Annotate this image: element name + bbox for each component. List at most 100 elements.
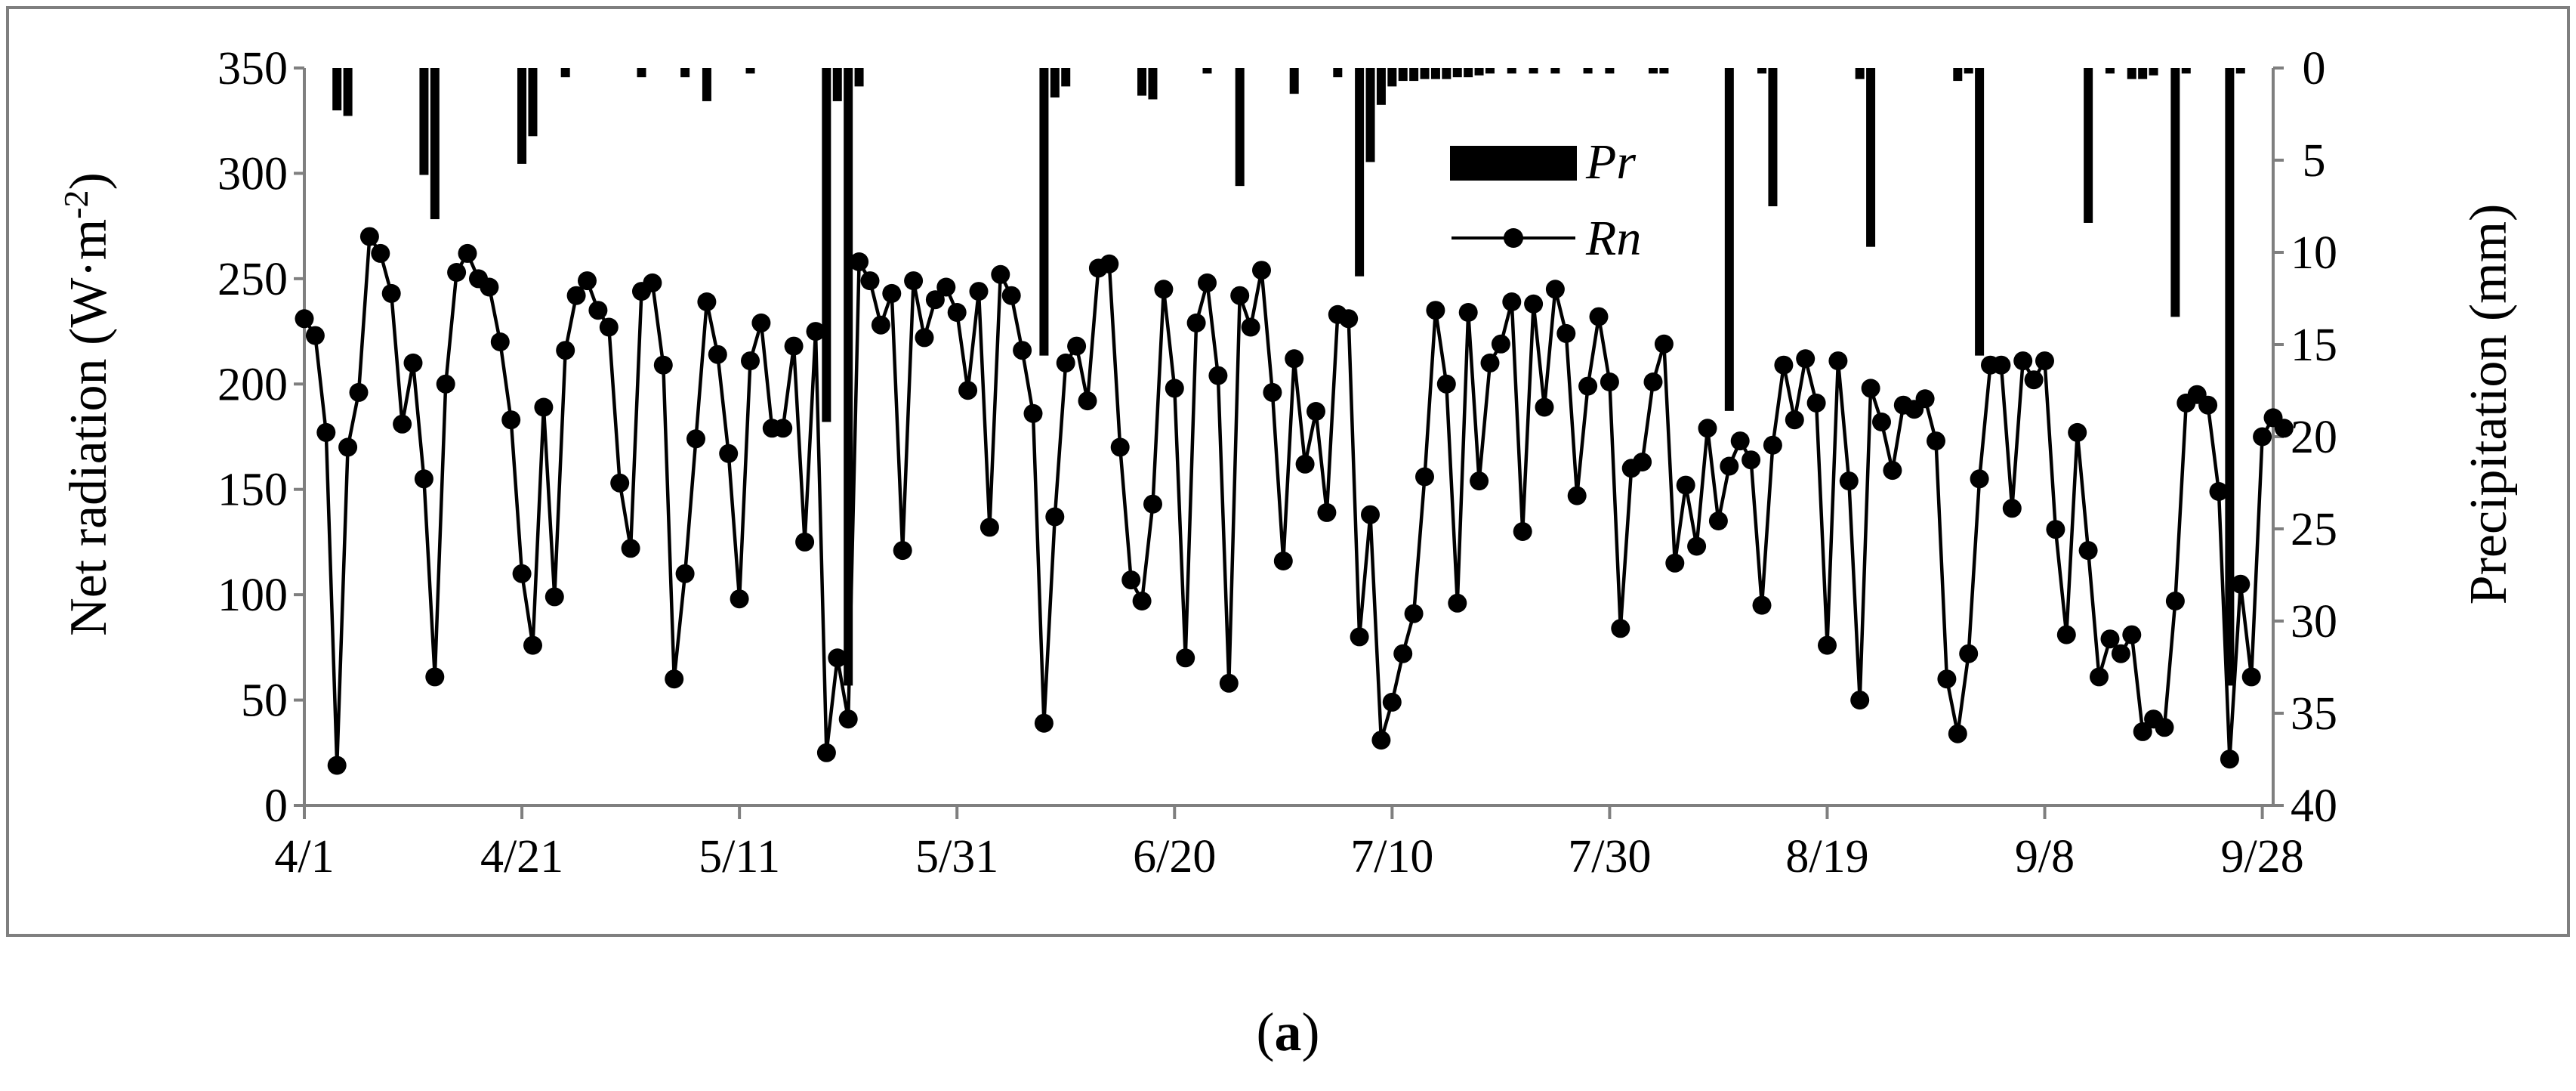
net-radiation-point [458,243,477,263]
net-radiation-point [2165,592,2185,610]
net-radiation-point [1317,502,1337,522]
precipitation-bar [1507,68,1516,74]
x-tick-label: 4/1 [274,831,334,882]
precipitation-bar [1529,68,1538,74]
net-radiation-point [1708,512,1728,530]
x-tick-label: 8/19 [1785,831,1868,882]
precipitation-bar [1376,68,1386,105]
axes-group [294,66,2284,819]
precipitation-bar [332,68,342,111]
net-radiation-point [480,277,499,297]
precipitation-bar [1659,68,1669,74]
net-radiation-point [414,469,433,489]
precipitation-bar [844,68,853,686]
precipitation-bars [332,68,2245,686]
net-radiation-point [1219,673,1239,693]
precipitation-bar [2084,68,2093,223]
y-left-tick-label: 150 [217,465,288,516]
net-radiation-point [566,286,586,305]
y-left-tick-label: 250 [217,254,288,305]
net-radiation-point [393,414,412,434]
precipitation-bar [1039,68,1049,356]
net-radiation-point [1100,254,1119,274]
net-radiation-point [1458,303,1478,322]
net-radiation-point [1643,372,1663,391]
net-radiation-point [1545,280,1565,299]
net-radiation-point [1589,307,1609,326]
y-right-tick-label: 40 [2291,780,2337,832]
net-radiation-point [947,303,967,322]
precipitation-bar [822,68,831,422]
net-radiation-point [1143,494,1162,514]
net-radiation-point [1948,724,1967,743]
net-radiation-point [1361,505,1380,524]
net-radiation-point [2274,419,2294,438]
net-radiation-point [1502,292,1522,311]
net-radiation-point [1307,402,1325,421]
y-right-tick-label: 30 [2291,596,2337,647]
net-radiation-point [1154,280,1174,299]
net-radiation-point [1241,317,1260,337]
net-radiation-point [1850,691,1870,710]
precipitation-bar [1442,68,1452,79]
precipitation-bar [419,68,429,175]
panel-label: (a) [1256,1002,1320,1062]
net-radiation-point [686,429,705,449]
net-radiation-point [1567,486,1587,505]
precipitation-bar [1724,68,1734,411]
net-radiation-point [1415,467,1434,487]
net-radiation-point [1230,286,1250,305]
precipitation-bar [1430,68,1440,79]
net-radiation-point [556,341,575,360]
net-radiation-point [904,271,924,291]
net-radiation-point [1633,453,1652,471]
precipitation-bar [1855,68,1865,79]
x-tick-label: 5/31 [915,831,998,882]
precipitation-bar [1061,68,1071,87]
precipitation-bar [2138,68,2148,79]
y-left-tick-label: 350 [217,43,288,94]
net-radiation-point [882,283,902,303]
precipitation-bar [1398,68,1408,82]
precipitation-bar [430,68,440,220]
precipitation-bar [1409,68,1419,82]
net-radiation-point [1774,355,1794,375]
net-radiation-point [1556,323,1576,343]
net-radiation-point [1883,461,1902,481]
precipitation-bar [832,68,842,101]
net-radiation-point [850,252,869,271]
net-radiation-point [1687,536,1707,556]
legend-swatch-rn-marker [1504,228,1523,248]
net-radiation-point [2209,482,2229,501]
net-radiation-point [915,328,934,348]
net-radiation-point [1404,604,1424,623]
net-radiation-point [425,667,445,687]
net-radiation-point [295,309,314,329]
legend-label-rn: Rn [1585,211,1641,266]
net-radiation-point [545,587,564,607]
net-radiation-point [2013,351,2033,371]
net-radiation-point [1208,366,1228,385]
tick-labels: 0 50 100 150 200 250 300 350 0 5 10 15 20 25 30 35 40 4/1… [217,43,2337,882]
net-radiation-point [708,345,727,364]
precipitation-bar [1866,68,1876,247]
net-radiation-point [1796,349,1816,369]
net-radiation-point [751,313,771,332]
net-radiation-point [523,635,542,655]
net-radiation-point [1959,644,1979,663]
y-left-tick-label: 100 [217,570,288,621]
net-radiation-point [1480,353,1500,372]
precipitation-bar [1975,68,1985,356]
x-tick-label: 5/11 [699,831,780,882]
precipitation-bar [1137,68,1147,96]
net-radiation-point [1426,301,1445,320]
precipitation-bar [1148,68,1158,100]
precipitation-bar [1289,68,1299,94]
net-radiation-point [1371,731,1391,750]
y-right-tick-label: 25 [2291,504,2337,555]
net-radiation-point [828,648,847,668]
precipitation-bar [1333,68,1343,78]
net-radiation-point [1491,334,1510,354]
net-radiation-point [2078,541,2098,561]
net-radiation-point [1263,382,1282,402]
